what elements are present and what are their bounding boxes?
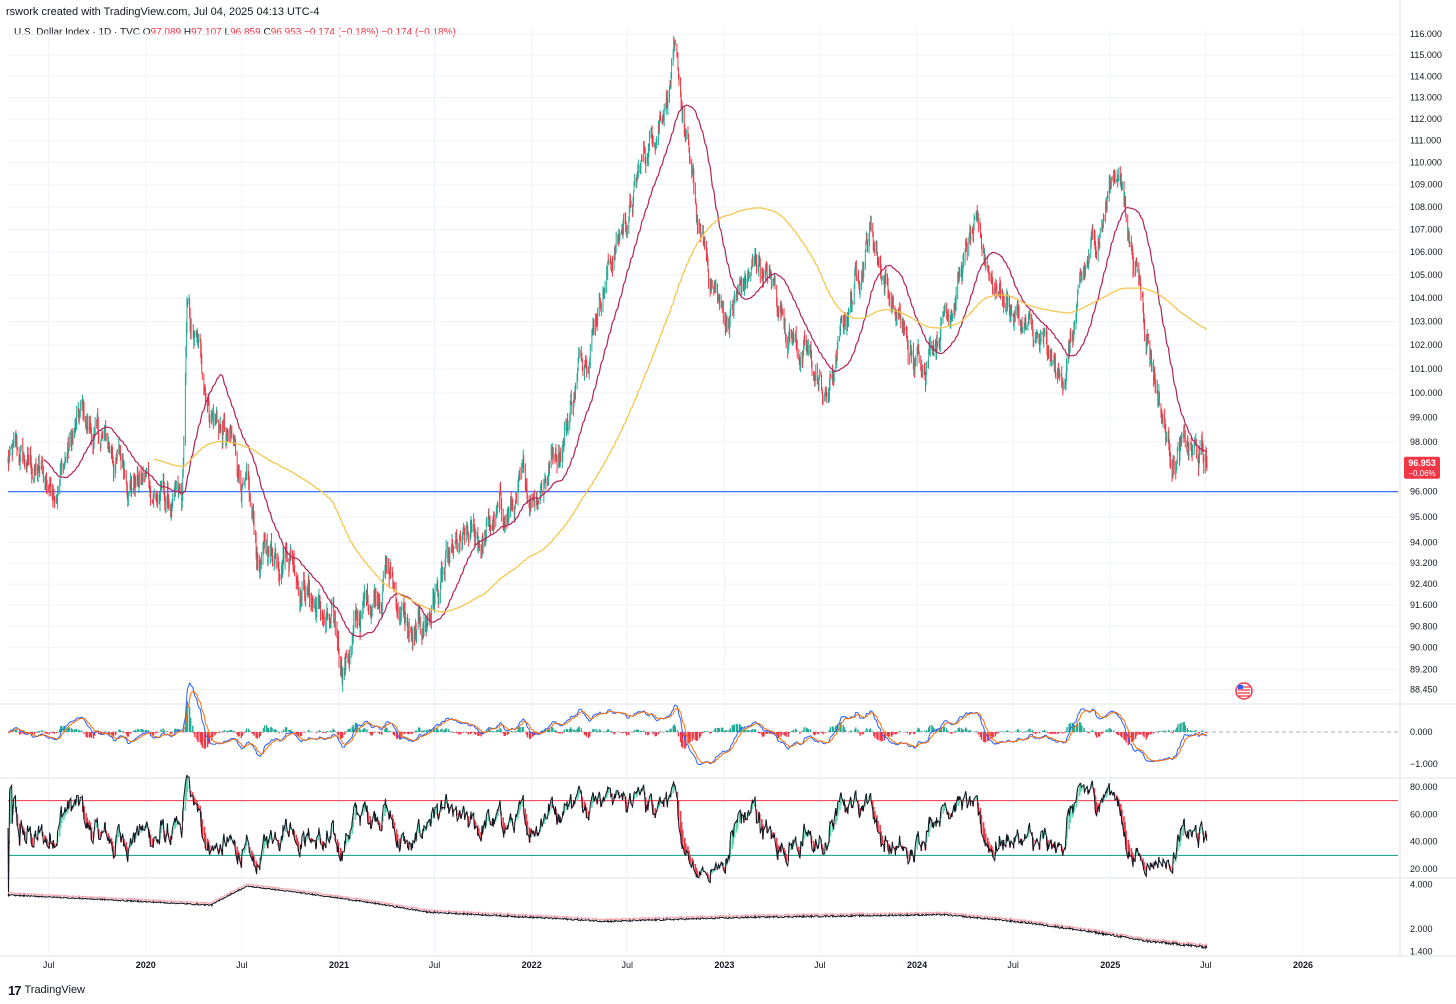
ratio-tick-label: 2.000 [1410, 924, 1433, 934]
price-tick-label: 102.000 [1410, 340, 1443, 350]
open-label: O [142, 27, 151, 38]
time-tick-label: 2021 [329, 960, 349, 970]
price-tick-label: 105.000 [1410, 270, 1443, 280]
rsi-tick-label: 60.000 [1410, 809, 1438, 819]
time-tick-label: 2023 [714, 960, 734, 970]
last-price-badge: 96.953 −0.06% [1404, 456, 1440, 479]
time-tick-label: Jul [236, 960, 248, 970]
price-tick-label: 114.000 [1410, 71, 1442, 81]
price-tick-label: 95.000 [1410, 512, 1438, 522]
price-tick-label: 90.800 [1410, 621, 1438, 631]
price-tick-label: 89.200 [1410, 664, 1438, 674]
osc-tick-label: −1.000 [1410, 759, 1438, 769]
last-price-change-text: −0.06% [1408, 469, 1435, 478]
ratio-tick-label: 4.000 [1410, 880, 1433, 890]
rsi-line [7, 774, 1208, 897]
rsi-tick-label: 40.000 [1410, 837, 1438, 847]
panel-separators [0, 0, 1456, 957]
close-value: 96.953 [270, 27, 302, 38]
symbol-legend: U.S. Dollar Index · 1D · TVC O97.089 H97… [14, 25, 456, 41]
change-value: −0.174 (−0.18%) [304, 27, 379, 38]
price-tick-label: 111.000 [1410, 136, 1441, 146]
rsi-tick-label: 80.000 [1410, 782, 1438, 792]
price-tick-label: 115.000 [1410, 50, 1442, 60]
ratio-panel [7, 883, 1208, 950]
time-tick-label: Jul [43, 960, 55, 970]
low-value: 96.859 [230, 27, 261, 38]
time-axis[interactable]: Jul 2020 Jul 2021 Jul 2022 Jul 2023 Jul 2024 Jul 20… [43, 960, 1313, 970]
change-value-2: −0.174 (−0.18%) [381, 27, 456, 38]
price-tick-label: 101.000 [1410, 364, 1443, 374]
last-price-badge-bg [1404, 456, 1440, 479]
ratio-tick-label: 1.400 [1410, 947, 1433, 957]
ratio-line [7, 885, 1208, 950]
price-tick-label: 112.000 [1410, 114, 1442, 124]
tradingview-logo-icon: 17 [8, 982, 22, 998]
oscillator-panel [7, 682, 1398, 766]
low-label: L [224, 27, 231, 38]
price-tick-label: 90.000 [1410, 643, 1438, 653]
price-tick-label: 88.450 [1410, 685, 1438, 695]
time-tick-label: 2022 [522, 960, 542, 970]
ma-fast-line [43, 104, 1208, 638]
time-tick-label: 2020 [136, 960, 156, 970]
osc-tick-label: 0.000 [1410, 727, 1433, 737]
open-value: 97.089 [150, 27, 182, 38]
symbol-name[interactable]: U.S. Dollar Index · 1D · TVC [14, 27, 140, 38]
time-tick-label: Jul [429, 960, 441, 970]
rsi-tick-label: 20.000 [1410, 864, 1438, 874]
time-tick-label: Jul [814, 960, 826, 970]
price-tick-label: 104.000 [1410, 293, 1443, 303]
price-tick-label: 99.000 [1410, 412, 1438, 422]
last-price-text: 96.953 [1408, 458, 1436, 468]
ma-slow-line [154, 207, 1208, 613]
price-tick-label: 110.000 [1410, 158, 1442, 168]
price-tick-label: 93.200 [1410, 558, 1438, 568]
price-tick-label: 113.000 [1410, 93, 1442, 103]
footer-brand-text: TradingView [24, 984, 86, 996]
time-tick-label: 2024 [907, 960, 927, 970]
high-value: 97.107 [191, 27, 222, 38]
time-tick-label: Jul [1200, 960, 1212, 970]
chart-header: rswork created with TradingView.com, Jul… [6, 2, 1450, 22]
price-tick-label: 107.000 [1410, 224, 1443, 234]
us-flag-icon[interactable] [1235, 682, 1253, 700]
time-tick-label: Jul [1007, 960, 1019, 970]
price-tick-label: 103.000 [1410, 317, 1443, 327]
ratio-average-line [7, 883, 1208, 949]
price-tick-label: 91.600 [1410, 600, 1438, 610]
price-candles [7, 36, 1208, 692]
footer-brand: 17 TradingView [8, 980, 85, 1000]
price-tick-label: 106.000 [1410, 247, 1443, 257]
signal-line [7, 690, 1208, 764]
time-tick-label: Jul [621, 960, 633, 970]
price-tick-label: 92.400 [1410, 579, 1438, 589]
rsi-panel [7, 774, 1398, 897]
time-tick-label: 2026 [1293, 960, 1313, 970]
high-label: H [183, 27, 192, 38]
price-tick-label: 98.000 [1410, 437, 1438, 447]
grid-lines [8, 28, 1398, 954]
close-label: C [263, 27, 271, 38]
price-tick-label: 100.000 [1410, 388, 1443, 398]
flag-canton [1238, 685, 1243, 689]
price-tick-label: 108.000 [1410, 202, 1443, 212]
header-text: rswork created with TradingView.com, Jul… [6, 6, 320, 18]
price-tick-label: 94.000 [1410, 538, 1438, 548]
macd-line [7, 682, 1208, 766]
time-tick-label: 2025 [1100, 960, 1120, 970]
price-tick-label: 96.000 [1410, 487, 1438, 497]
price-tick-label: 116.000 [1410, 29, 1442, 39]
price-axis[interactable]: 116.000 115.000 114.000 113.000 112.000 111.0… [1410, 29, 1443, 956]
moving-averages [43, 104, 1208, 638]
price-tick-label: 109.000 [1410, 180, 1443, 190]
